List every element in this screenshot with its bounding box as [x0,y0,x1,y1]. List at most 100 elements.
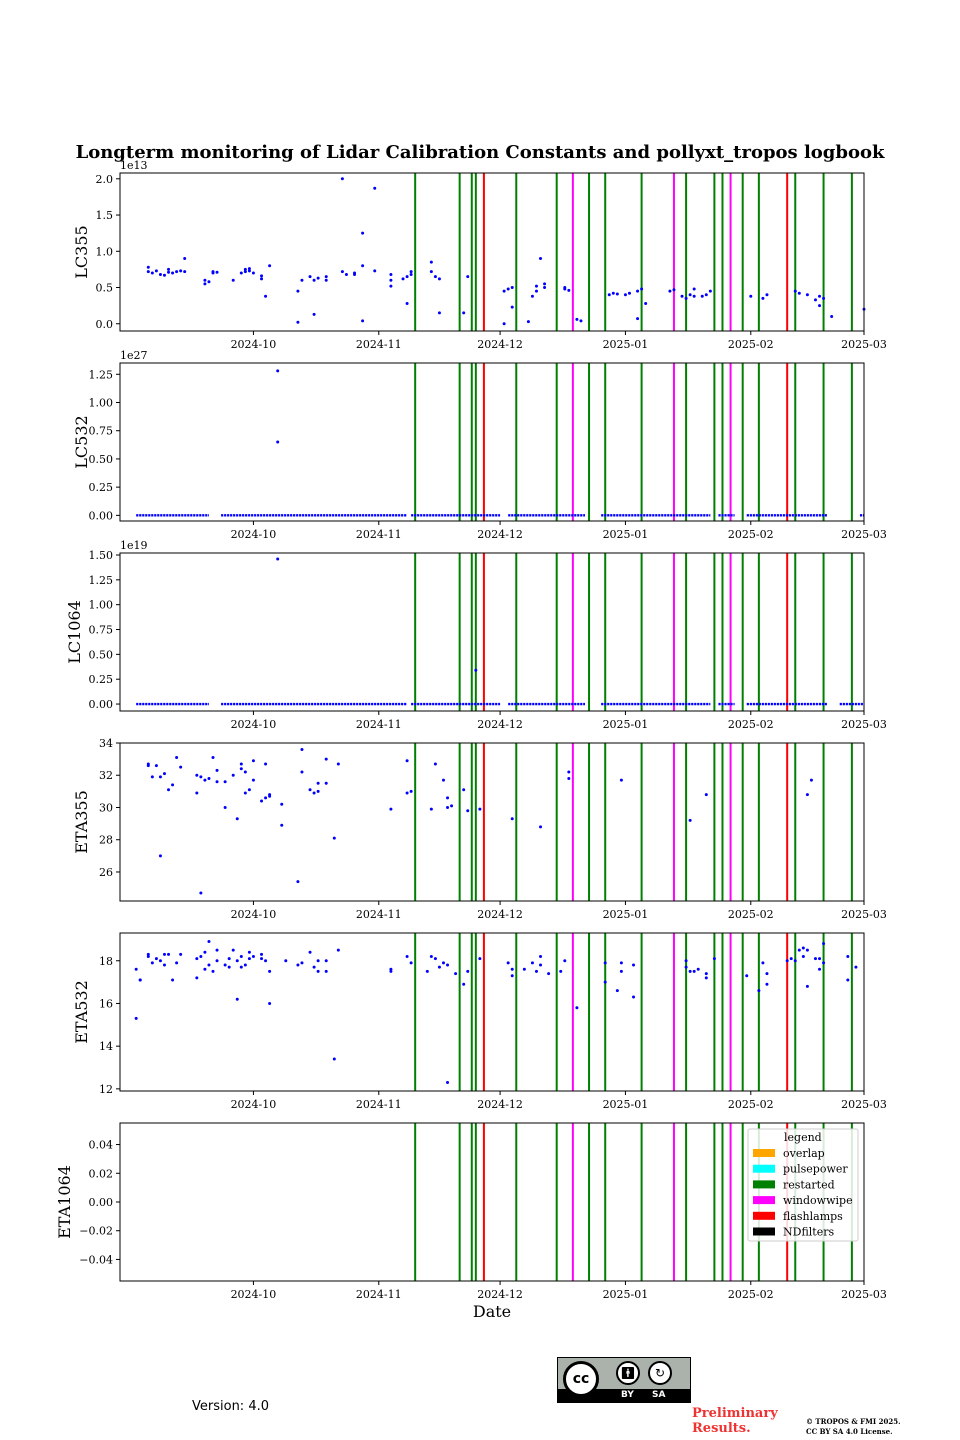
y-tick-label: 16 [99,997,113,1010]
x-tick-label: 2024-12 [477,338,523,351]
data-point [450,804,454,808]
data-point [708,289,712,293]
data-point [211,969,215,973]
legend-title: legend [784,1131,822,1144]
x-tick-label: 2025-03 [841,1098,887,1111]
data-point [247,788,251,792]
copyright-line-2: CC BY SA 4.0 License. [806,1427,893,1436]
data-point [632,995,636,999]
data-point [296,289,300,293]
data-point [437,965,441,969]
data-point [243,791,247,795]
data-point [138,978,142,982]
data-point [154,957,158,961]
data-point [199,954,203,958]
data-point [296,963,300,967]
y-axis-label: ETA355 [72,790,91,854]
data-point [805,948,809,952]
data-point [154,764,158,768]
data-point [575,1006,579,1010]
data-point [797,948,801,952]
data-point [789,957,793,961]
data-point [704,972,708,976]
data-point [167,267,171,271]
data-point [534,284,538,288]
data-point [466,809,470,813]
x-tick-label: 2025-02 [728,908,774,921]
data-point [462,311,466,315]
data-point [150,271,154,275]
version-label: Version: 4.0 [192,1399,269,1414]
data-point [316,969,320,973]
data-point [195,957,199,961]
data-point [539,954,543,958]
data-point [692,969,696,973]
data-point [264,762,268,766]
data-point [268,793,272,797]
y-tick-label: 1.5 [96,209,114,222]
data-point [510,967,514,971]
data-point [239,767,243,771]
y-tick-label: 0.25 [89,481,114,494]
data-point [454,972,458,976]
panel-eta532: 12 14 16 18 2024-10 2024-11 2024-12 2025-01 2025… [72,932,887,1111]
data-point [462,788,466,792]
data-point [409,272,413,276]
data-point [539,825,543,829]
data-point [231,278,235,282]
data-point [640,287,644,291]
preliminary-line-1: Preliminary [692,1406,778,1421]
legend-label-windowwipe: windowwipe [783,1194,853,1207]
data-point [158,959,162,963]
y-tick-label: 2.0 [96,173,114,186]
data-point [793,959,797,963]
x-tick-label: 2024-10 [231,908,277,921]
data-point [818,957,822,961]
data-point [510,974,514,978]
data-point [704,293,708,297]
data-point [175,270,179,274]
data-point [680,294,684,298]
data-point [446,796,450,800]
data-point [401,277,405,281]
x-tick-label: 2024-11 [356,718,402,731]
data-point [361,264,365,268]
data-point [361,231,365,235]
panel-eta355: 26 28 30 32 34 2024-10 2024-11 2024-12 2025-01 20… [72,737,887,921]
legend-swatch-overlap [753,1149,775,1157]
data-point [227,957,231,961]
data-point [312,312,316,316]
data-point [478,957,482,961]
y-tick-label: 0.00 [89,1196,114,1209]
data-point [235,997,239,1001]
data-point [672,288,676,292]
share-alike-icon: ↻ [648,1361,672,1385]
data-point [243,270,247,274]
x-tick-label: 2025-01 [603,528,649,541]
data-point [316,781,320,785]
data-point [316,276,320,280]
data-point [793,289,797,293]
data-point [324,275,328,279]
data-point [344,272,348,276]
data-point [158,854,162,858]
data-point [818,294,822,298]
data-point [361,319,365,323]
data-point [284,959,288,963]
y-tick-label: −0.02 [79,1225,113,1238]
data-point [466,275,470,279]
x-tick-label: 2024-12 [477,528,523,541]
data-point [215,270,219,274]
data-point [215,768,219,772]
legend-label-pulsepower: pulsepower [783,1163,848,1176]
data-point [603,961,607,965]
data-point [203,278,207,282]
data-point [251,954,255,958]
panel-lc355: 0.0 0.5 1.0 1.5 2.0 2024-10 2024-11 2024-12 2025… [72,159,887,351]
data-point [636,317,640,321]
y-tick-label: 0.00 [89,698,114,711]
data-point [389,272,393,276]
data-point [195,773,199,777]
data-point [316,959,320,963]
data-point [251,271,255,275]
